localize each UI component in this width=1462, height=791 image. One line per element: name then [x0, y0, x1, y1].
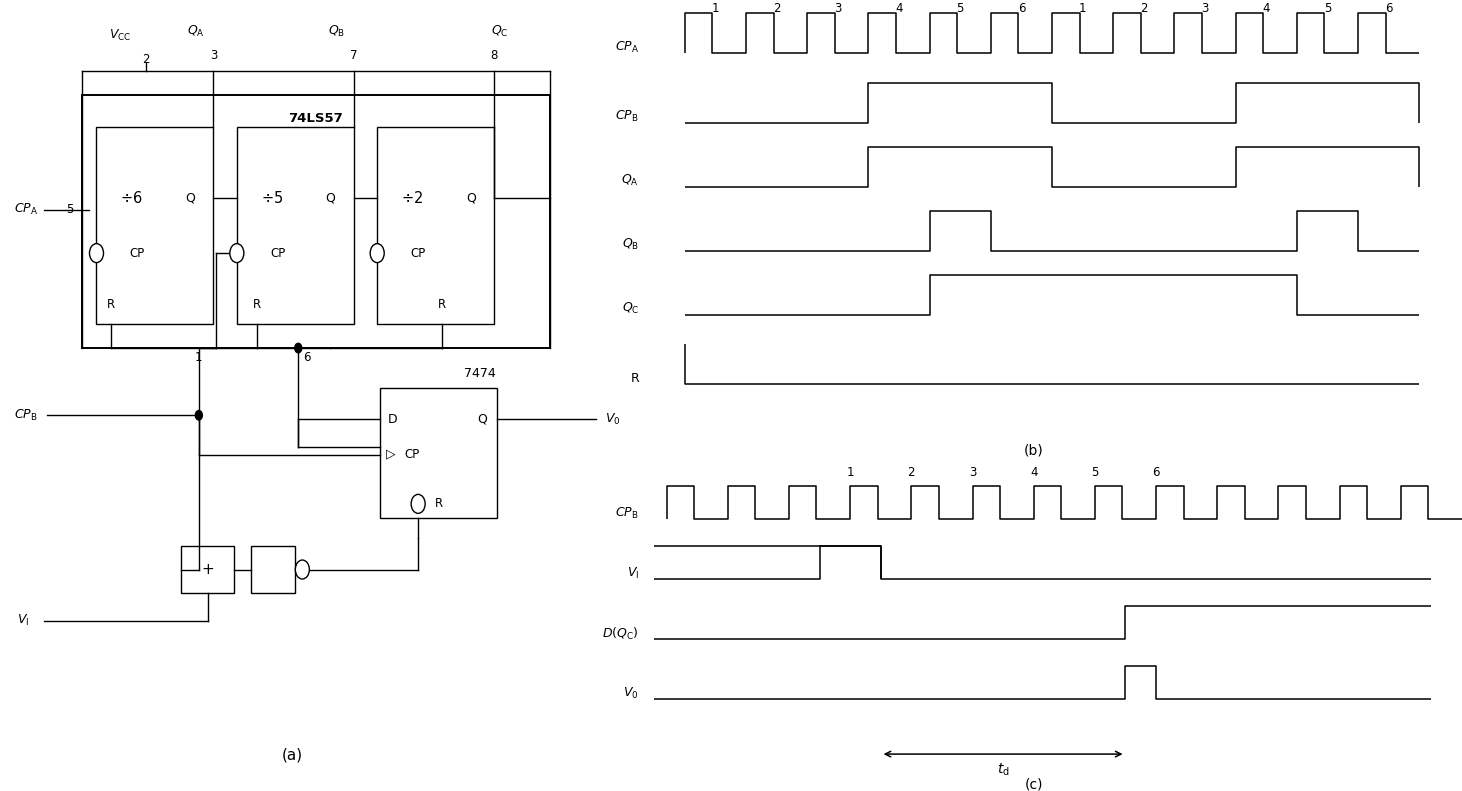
Text: Q: Q	[186, 191, 194, 204]
Text: D: D	[389, 413, 398, 426]
Text: 7474: 7474	[463, 367, 496, 380]
Text: 5: 5	[956, 2, 963, 14]
Circle shape	[230, 244, 244, 263]
Text: 4: 4	[1263, 2, 1270, 14]
Bar	[237, 127, 354, 324]
Text: (a): (a)	[282, 748, 303, 763]
Text: 4: 4	[1029, 466, 1038, 479]
Text: $\div$5: $\div$5	[260, 190, 284, 206]
Text: $V_{\rm 0}$: $V_{\rm 0}$	[605, 411, 621, 427]
Text: $\triangleright$: $\triangleright$	[385, 448, 396, 462]
Text: (b): (b)	[1023, 444, 1044, 458]
Text: $Q_{\rm A}$: $Q_{\rm A}$	[187, 24, 205, 40]
Text: $V_{\rm CC}$: $V_{\rm CC}$	[108, 28, 132, 44]
Text: CP: CP	[270, 247, 285, 259]
Text: $V_{\rm 0}$: $V_{\rm 0}$	[623, 687, 639, 702]
Bar	[380, 388, 497, 518]
Text: 2: 2	[908, 466, 915, 479]
Text: 1: 1	[712, 2, 719, 14]
Text: $Q_{\rm A}$: $Q_{\rm A}$	[621, 173, 639, 188]
Bar	[96, 127, 213, 324]
Text: $V_{\rm I}$: $V_{\rm I}$	[18, 613, 29, 629]
Text: $\div$6: $\div$6	[120, 190, 143, 206]
Circle shape	[295, 343, 301, 353]
Text: 3: 3	[1202, 2, 1209, 14]
Circle shape	[89, 244, 104, 263]
Text: 1: 1	[1079, 2, 1086, 14]
Text: $Q_{\rm C}$: $Q_{\rm C}$	[621, 301, 639, 316]
Text: $D(Q_{\rm C})$: $D(Q_{\rm C})$	[602, 626, 639, 642]
Text: 5: 5	[66, 203, 75, 216]
Text: R: R	[437, 298, 446, 311]
Text: 3: 3	[969, 466, 977, 479]
Bar	[181, 546, 234, 593]
Text: 8: 8	[490, 49, 499, 62]
Text: 1: 1	[194, 351, 203, 364]
Text: 2: 2	[773, 2, 781, 14]
Text: (c): (c)	[1025, 777, 1042, 791]
Text: $t_{\rm d}$: $t_{\rm d}$	[997, 762, 1009, 778]
Text: CP: CP	[405, 448, 420, 461]
Text: 7: 7	[349, 49, 358, 62]
Text: Q: Q	[466, 191, 475, 204]
Text: 6: 6	[1018, 2, 1025, 14]
Text: R: R	[253, 298, 262, 311]
Text: R: R	[107, 298, 115, 311]
Text: R: R	[630, 372, 639, 384]
Text: $Q_{\rm C}$: $Q_{\rm C}$	[491, 24, 509, 40]
Bar	[82, 95, 550, 348]
Bar	[377, 127, 494, 324]
Text: 3: 3	[209, 49, 218, 62]
Text: 6: 6	[1152, 466, 1159, 479]
Circle shape	[370, 244, 385, 263]
Circle shape	[411, 494, 425, 513]
Text: Q: Q	[326, 191, 335, 204]
Text: 74LS57: 74LS57	[288, 112, 344, 125]
Text: $CP_{\rm B}$: $CP_{\rm B}$	[616, 109, 639, 124]
Text: $\div$2: $\div$2	[401, 190, 424, 206]
Text: 3: 3	[835, 2, 842, 14]
Bar	[251, 546, 295, 593]
Text: $Q_{\rm B}$: $Q_{\rm B}$	[327, 24, 345, 40]
Text: 2: 2	[142, 53, 151, 66]
Text: 4: 4	[895, 2, 904, 14]
Text: 6: 6	[303, 351, 311, 364]
Text: $+$: $+$	[202, 562, 213, 577]
Circle shape	[295, 560, 310, 579]
Text: $Q_{\rm B}$: $Q_{\rm B}$	[621, 237, 639, 252]
Text: 2: 2	[1140, 2, 1148, 14]
Text: 6: 6	[1385, 2, 1392, 14]
Text: $CP_{\rm A}$: $CP_{\rm A}$	[15, 202, 38, 218]
Text: CP: CP	[130, 247, 145, 259]
Text: 5: 5	[1323, 2, 1330, 14]
Circle shape	[196, 411, 202, 420]
Text: R: R	[434, 498, 443, 510]
Text: 5: 5	[1091, 466, 1098, 479]
Text: $CP_{\rm B}$: $CP_{\rm B}$	[15, 407, 38, 423]
Text: $V_{\rm I}$: $V_{\rm I}$	[627, 566, 639, 581]
Text: $CP_{\rm A}$: $CP_{\rm A}$	[616, 40, 639, 55]
Text: Q: Q	[478, 413, 487, 426]
Text: 1: 1	[846, 466, 854, 479]
Text: CP: CP	[411, 247, 425, 259]
Text: $CP_{\rm B}$: $CP_{\rm B}$	[616, 506, 639, 521]
